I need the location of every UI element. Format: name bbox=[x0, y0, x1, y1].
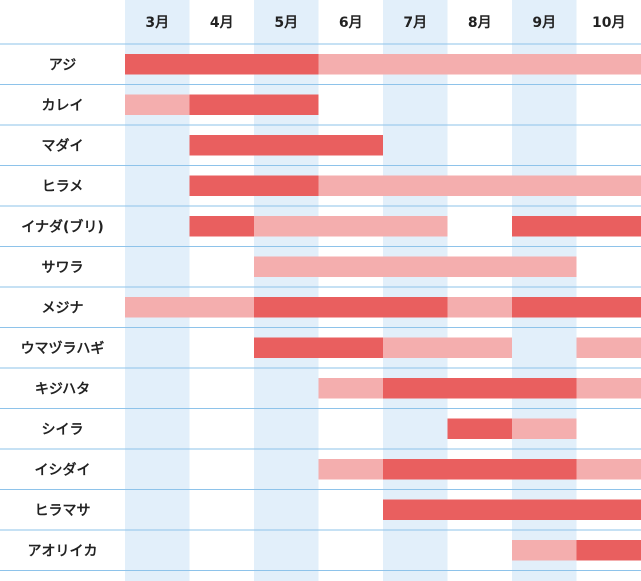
season-bar bbox=[254, 216, 448, 237]
fish-label: イシダイ bbox=[35, 461, 91, 478]
fish-label: ウマヅラハギ bbox=[21, 340, 105, 357]
fish-label: シイラ bbox=[42, 422, 84, 438]
season-bar-peak bbox=[383, 378, 577, 399]
month-column-shade bbox=[125, 0, 190, 581]
season-bar bbox=[576, 378, 641, 399]
fish-label: サワラ bbox=[42, 260, 84, 276]
season-bar-peak bbox=[383, 499, 641, 520]
month-label: 9月 bbox=[532, 15, 556, 31]
season-bar-peak bbox=[189, 175, 319, 196]
month-label: 3月 bbox=[145, 15, 169, 31]
season-bar-peak bbox=[576, 540, 641, 561]
fish-label: アオリイカ bbox=[28, 543, 98, 559]
season-bar-peak bbox=[383, 459, 577, 480]
season-bar-peak bbox=[189, 216, 254, 237]
season-bar bbox=[318, 175, 641, 196]
season-bar bbox=[318, 459, 383, 480]
season-bar bbox=[318, 54, 641, 75]
month-label: 7月 bbox=[403, 15, 427, 31]
season-bar bbox=[125, 297, 254, 318]
season-bar bbox=[125, 94, 190, 115]
season-bar-peak bbox=[447, 418, 512, 439]
month-label: 4月 bbox=[210, 15, 234, 31]
season-bar-peak bbox=[512, 216, 641, 237]
season-bar bbox=[254, 256, 577, 277]
season-bar-peak bbox=[254, 297, 448, 318]
season-bar bbox=[383, 337, 512, 358]
month-label: 10月 bbox=[592, 15, 625, 31]
fish-label: ヒラマサ bbox=[35, 503, 91, 519]
month-label: 5月 bbox=[274, 15, 298, 31]
season-bar bbox=[576, 337, 641, 358]
season-bar bbox=[512, 418, 577, 439]
season-bar bbox=[447, 297, 512, 318]
month-column-shade bbox=[383, 0, 448, 581]
month-column-shade bbox=[512, 0, 577, 581]
month-label: 6月 bbox=[339, 15, 363, 31]
fish-label: ヒラメ bbox=[42, 179, 84, 195]
season-bar-peak bbox=[125, 54, 319, 75]
fish-label: イナダ(ブリ) bbox=[21, 218, 104, 235]
fish-label: キジハタ bbox=[35, 381, 90, 397]
month-label: 8月 bbox=[468, 15, 492, 31]
season-bar-peak bbox=[254, 337, 383, 358]
season-bar bbox=[318, 378, 383, 399]
season-bar bbox=[512, 540, 577, 561]
season-bar-peak bbox=[189, 135, 383, 156]
fish-label: アジ bbox=[49, 57, 76, 73]
season-bar-peak bbox=[189, 94, 319, 115]
fish-label: マダイ bbox=[42, 137, 84, 154]
month-column-shade bbox=[254, 0, 319, 581]
fish-label: メジナ bbox=[42, 300, 84, 316]
season-bar bbox=[576, 459, 641, 480]
fish-label: カレイ bbox=[42, 98, 84, 114]
season-bar-peak bbox=[512, 297, 641, 318]
